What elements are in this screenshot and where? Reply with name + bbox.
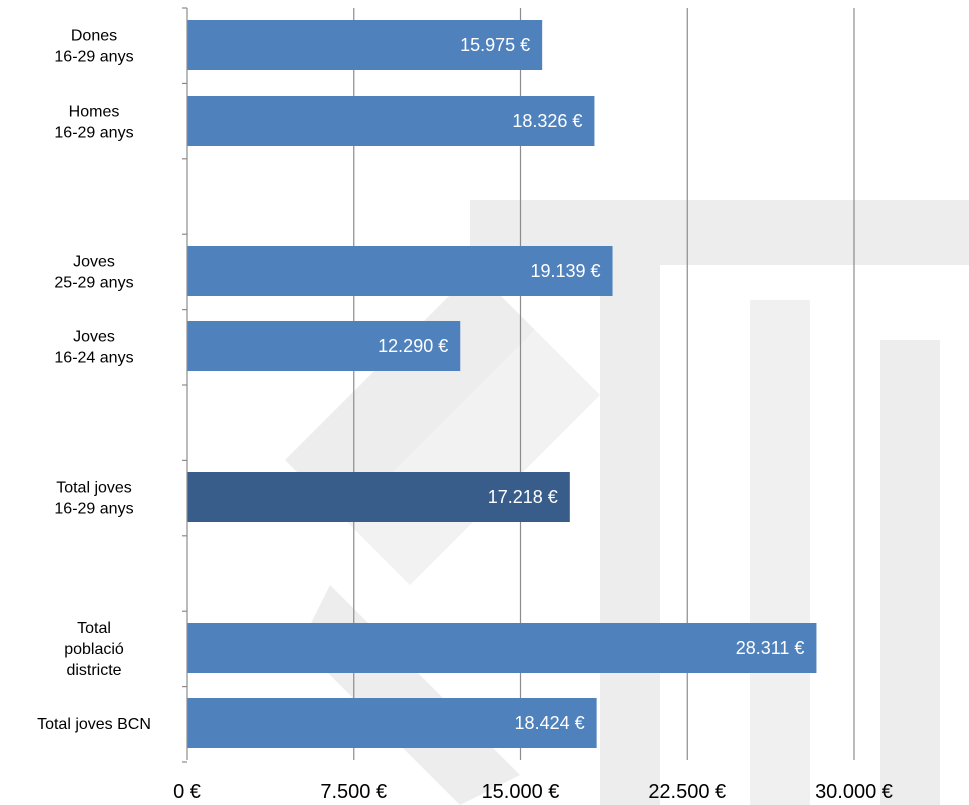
bar-value-label: 28.311 € <box>736 638 805 658</box>
bars: 15.975 € 18.326 € 19.139 € 12.290 € 17.218 €… <box>187 20 817 748</box>
category-label: Joves 16-24 anys <box>54 329 133 367</box>
bar-value-label: 17.218 € <box>488 487 558 507</box>
bar <box>187 472 570 522</box>
bar <box>187 96 595 146</box>
x-tick-label: 0 € <box>173 781 201 803</box>
bar <box>187 698 597 748</box>
category-axis: Dones 16-29 anys Homes 16-29 anys Joves 25-29… <box>37 7 188 763</box>
category-label: Joves 25-29 anys <box>54 254 133 292</box>
bar-value-label: 18.326 € <box>512 111 582 131</box>
bar <box>187 246 613 296</box>
bar <box>187 20 543 70</box>
watermark-logo <box>285 200 969 805</box>
category-label: Total joves 16-29 anys <box>54 480 133 518</box>
x-tick-label: 7.500 € <box>320 781 387 803</box>
bar-value-label: 15.975 € <box>460 35 530 55</box>
bar-value-label: 19.139 € <box>530 261 600 281</box>
x-tick-label: 15.000 € <box>482 781 560 803</box>
x-tick-label: 30.000 € <box>815 781 893 803</box>
category-label: Total població districte <box>64 620 124 679</box>
bar <box>187 321 461 371</box>
bar <box>187 623 817 673</box>
category-label: Dones 16-29 anys <box>54 28 133 66</box>
category-label: Homes 16-29 anys <box>54 104 133 142</box>
bar-value-label: 12.290 € <box>378 336 448 356</box>
category-label: Total joves BCN <box>37 716 151 733</box>
x-tick-label: 22.500 € <box>648 781 726 803</box>
bar-value-label: 18.424 € <box>515 713 585 733</box>
value-axis: 0 € 7.500 € 15.000 € 22.500 € 30.000 € <box>173 781 893 803</box>
